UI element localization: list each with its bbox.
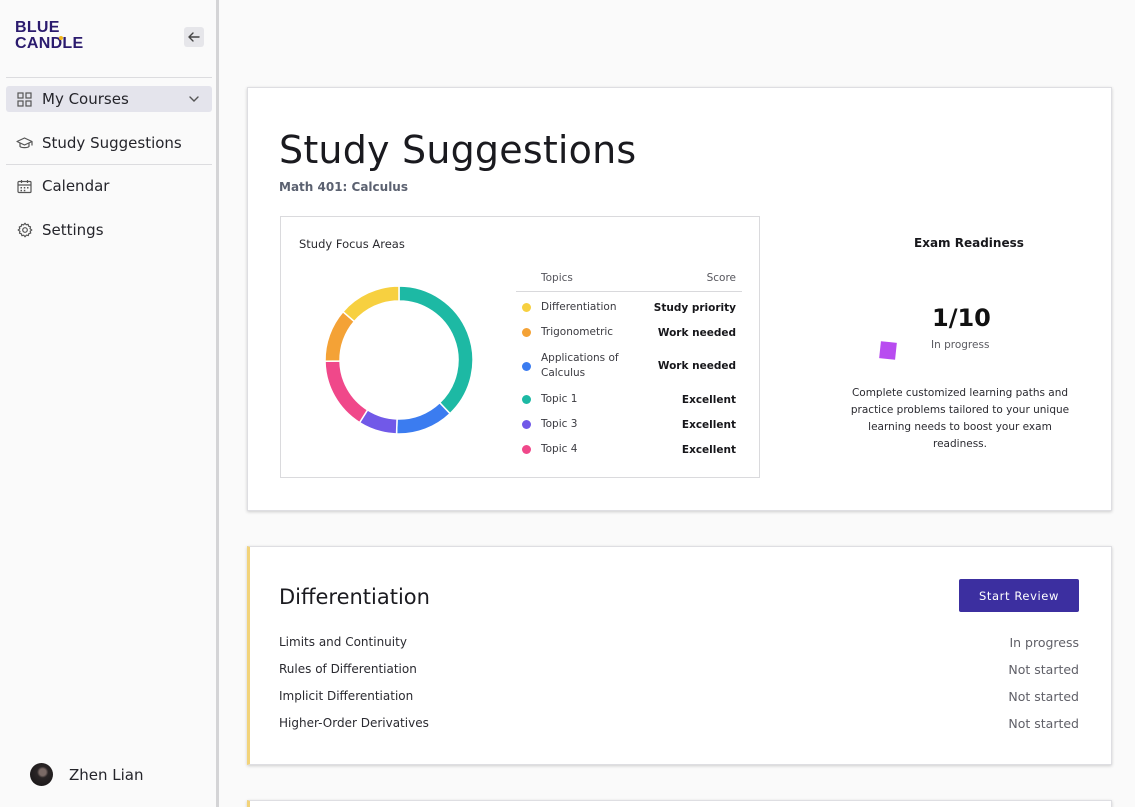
- legend-dot: [522, 361, 531, 371]
- differentiation-card: Differentiation Start Review Limits and …: [247, 546, 1112, 765]
- study-suggestions-card: Study Suggestions Math 401: Calculus Stu…: [247, 87, 1112, 511]
- readiness-description: Complete customized learning paths and p…: [850, 387, 1070, 450]
- legend-topic: Trigonometric: [541, 326, 614, 338]
- user-name: Zhen Lian: [69, 765, 144, 784]
- subtopic-status: Not started: [1008, 716, 1079, 731]
- legend-topic: Applications of Calculus: [541, 352, 619, 379]
- sidebar-item-calendar[interactable]: Calendar: [6, 173, 212, 199]
- legend-score: Excellent: [681, 443, 736, 456]
- sidebar-divider: [6, 77, 212, 78]
- legend-dot: [522, 395, 531, 404]
- legend-dot: [522, 445, 531, 454]
- sidebar-item-label: Calendar: [42, 177, 110, 195]
- subtopic-row[interactable]: Higher-Order Derivatives Not started: [279, 716, 1079, 731]
- subtopic-status: Not started: [1008, 689, 1079, 704]
- logo[interactable]: BLUE CANDLE: [15, 20, 83, 52]
- subtopic-name: Implicit Differentiation: [279, 689, 414, 703]
- user-profile[interactable]: Zhen Lian: [30, 763, 144, 786]
- study-focus-areas-panel: Study Focus Areas Topics Score Different…: [280, 216, 760, 478]
- legend-topic: Differentiation: [541, 301, 617, 313]
- donut-slice-applications-of-calculus: [395, 401, 452, 435]
- graduation-cap-icon: [16, 135, 33, 152]
- page-title: Study Suggestions: [279, 128, 637, 172]
- readiness-progress-mark: [879, 341, 897, 360]
- readiness-score: 1/10: [932, 304, 991, 332]
- sidebar: BLUE CANDLE My Courses Study Suggestions…: [0, 0, 219, 807]
- sidebar-item-label: Study Suggestions: [42, 134, 182, 152]
- legend-score: Work needed: [657, 360, 736, 372]
- legend-topic: Topic 1: [541, 393, 578, 405]
- donut-slice-trigonometric: [324, 310, 356, 362]
- legend-row: Differentiation Study priority: [516, 295, 742, 320]
- subtopic-row[interactable]: Limits and Continuity In progress: [279, 635, 1079, 650]
- legend-topic: Topic 4: [541, 443, 578, 455]
- collapse-sidebar-button[interactable]: [184, 27, 204, 47]
- legend-row: Topic 3 Excellent: [516, 412, 742, 437]
- subtopic-row[interactable]: Implicit Differentiation Not started: [279, 689, 1079, 704]
- focus-donut-chart: [324, 285, 474, 435]
- legend-score: Excellent: [681, 418, 736, 431]
- exam-readiness-title: Exam Readiness: [914, 236, 1024, 250]
- legend-score: Work needed: [657, 326, 736, 339]
- logo-line-2: CANDLE: [15, 35, 84, 52]
- next-topic-card: [247, 800, 1112, 807]
- subtopic-status: Not started: [1008, 662, 1079, 677]
- legend-dot: [522, 328, 531, 337]
- sidebar-item-study-suggestions[interactable]: Study Suggestions: [6, 130, 212, 156]
- avatar: [30, 763, 53, 786]
- legend-dot: [522, 303, 531, 312]
- course-name: Math 401: Calculus: [279, 180, 408, 194]
- sidebar-item-label: My Courses: [42, 90, 129, 108]
- sidebar-item-settings[interactable]: Settings: [6, 217, 212, 243]
- donut-slice-topic-1: [398, 285, 474, 415]
- logo-accent-dot: [59, 36, 63, 40]
- donut-slice-topic-4: [324, 360, 369, 424]
- calendar-icon: [16, 178, 33, 195]
- legend-score: Study priority: [653, 301, 736, 314]
- sidebar-divider: [6, 164, 212, 165]
- grid-icon: [16, 91, 33, 108]
- subtopic-name: Higher-Order Derivatives: [279, 716, 429, 730]
- legend-row: Topic 4 Excellent: [516, 437, 742, 462]
- start-review-button[interactable]: Start Review: [959, 579, 1079, 612]
- legend-dot: [522, 420, 531, 429]
- legend-row: Trigonometric Work needed: [516, 320, 742, 345]
- legend-row: Topic 1 Excellent: [516, 387, 742, 412]
- chevron-down-icon[interactable]: [188, 91, 200, 109]
- logo-line-1: BLUE: [15, 19, 60, 36]
- arrow-left-icon: [188, 32, 200, 42]
- sidebar-item-my-courses[interactable]: My Courses: [6, 86, 212, 112]
- focus-legend-table: Topics Score Differentiation Study prior…: [516, 272, 742, 462]
- readiness-status: In progress: [931, 339, 990, 351]
- sidebar-item-label: Settings: [42, 221, 104, 239]
- subtopic-row[interactable]: Rules of Differentiation Not started: [279, 662, 1079, 677]
- legend-header: Topics Score: [516, 272, 742, 292]
- subtopic-name: Rules of Differentiation: [279, 662, 417, 676]
- section-title: Differentiation: [279, 585, 430, 609]
- donut-slice-differentiation: [341, 285, 400, 323]
- col-score-header: Score: [706, 272, 736, 284]
- subtopic-name: Limits and Continuity: [279, 635, 407, 649]
- focus-areas-title: Study Focus Areas: [299, 237, 405, 251]
- legend-topic: Topic 3: [541, 418, 578, 430]
- gear-icon: [16, 222, 33, 239]
- legend-score: Excellent: [681, 393, 736, 406]
- col-topics-header: Topics: [541, 272, 573, 284]
- subtopic-status: In progress: [1009, 635, 1079, 650]
- legend-row: Applications of Calculus Work needed: [516, 345, 742, 387]
